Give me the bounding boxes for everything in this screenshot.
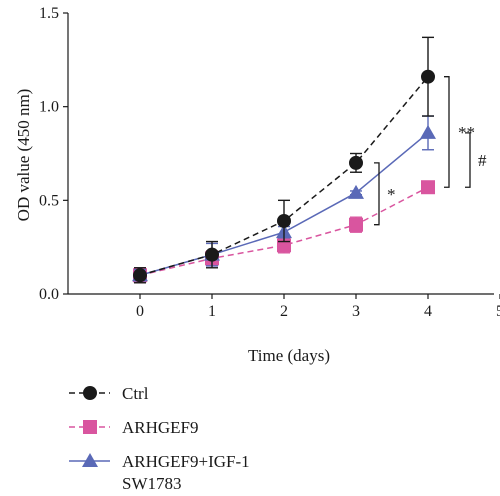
series-ctrl xyxy=(133,36,435,284)
series-layer xyxy=(132,36,436,284)
y-axis-label: OD value (450 nm) xyxy=(14,89,33,222)
legend-marker xyxy=(83,386,97,400)
legend-item: ARHGEF9 xyxy=(69,418,199,437)
y-tick-label: 0.0 xyxy=(39,286,59,303)
x-tick-label: 5 xyxy=(496,303,500,320)
legend-label: ARHGEF9 xyxy=(122,418,199,437)
legend-marker xyxy=(82,453,98,467)
data-point xyxy=(420,124,436,139)
bracket-line xyxy=(374,162,380,226)
significance-label: # xyxy=(478,151,487,170)
y-tick-label: 1.0 xyxy=(39,99,59,116)
significance-annotations: ***# xyxy=(374,76,487,226)
legend-label: ARHGEF9+IGF-1 xyxy=(122,452,250,471)
significance-bracket: * xyxy=(374,162,396,226)
data-point xyxy=(133,268,147,283)
data-point xyxy=(421,180,435,195)
legend-label: Ctrl xyxy=(122,384,149,403)
legend: Ctrl ARHGEF9 ARHGEF9+IGF-1 xyxy=(69,384,250,471)
x-tick-label: 1 xyxy=(208,303,216,320)
bracket-line xyxy=(465,132,471,188)
legend-caption: SW1783 xyxy=(122,474,182,493)
data-point xyxy=(349,155,363,170)
legend-item: Ctrl xyxy=(69,384,149,403)
x-axis-label: Time (days) xyxy=(248,346,330,365)
data-point xyxy=(277,213,291,228)
x-tick-label: 0 xyxy=(136,303,144,320)
legend-marker xyxy=(83,420,97,434)
x-tick-label: 2 xyxy=(280,303,288,320)
y-tick-label: 1.5 xyxy=(39,5,59,22)
legend-item: ARHGEF9+IGF-1 xyxy=(69,452,250,471)
data-point xyxy=(349,217,363,232)
data-point xyxy=(348,184,364,199)
x-tick-label: 3 xyxy=(352,303,360,320)
data-point xyxy=(421,69,435,84)
y-tick-label: 0.5 xyxy=(39,192,59,209)
x-tick-label: 4 xyxy=(424,303,432,320)
axes: 0.0 0.5 1.0 1.5 0 1 2 3 4 5 xyxy=(39,5,500,320)
significance-label: * xyxy=(387,185,396,204)
data-point xyxy=(205,247,219,262)
significance-bracket: # xyxy=(465,132,487,188)
bracket-line xyxy=(444,76,450,188)
